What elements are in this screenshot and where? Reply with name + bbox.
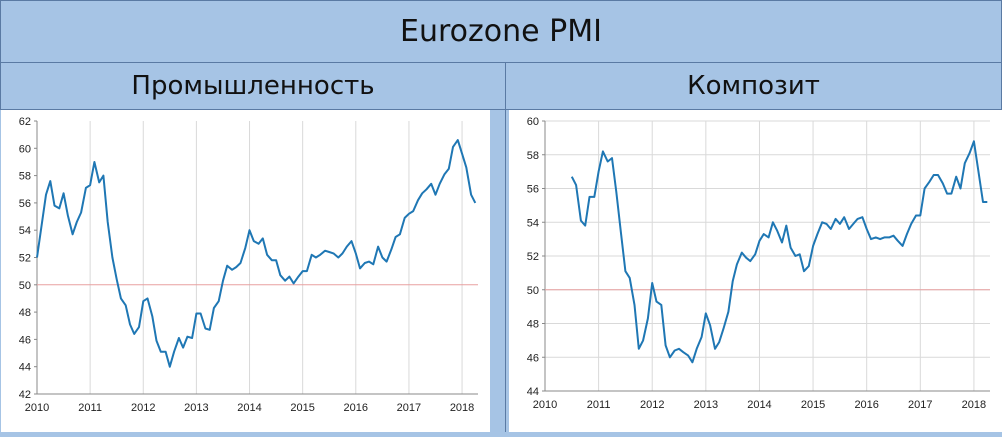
x-tick-label: 2017 [908, 399, 932, 411]
x-tick-label: 2018 [962, 399, 986, 411]
x-tick-label: 2016 [854, 399, 878, 411]
y-tick-label: 58 [19, 171, 31, 183]
x-tick-label: 2017 [397, 402, 421, 414]
x-tick-label: 2013 [184, 402, 208, 414]
y-tick-label: 48 [19, 307, 31, 319]
composite-pmi-chart: 44 46 48 50 52 54 56 58 60 2010 2011 2012 2013 2014 20… [527, 116, 990, 411]
y-tick-label: 44 [527, 386, 539, 398]
left-panel-header: Промышленность [0, 62, 506, 110]
y-tick-label: 42 [19, 389, 31, 401]
right-panel-header: Композит [505, 62, 1002, 110]
x-tick-label: 2012 [131, 402, 155, 414]
x-tick-label: 2010 [25, 402, 49, 414]
y-tick-label: 54 [19, 225, 31, 237]
series-line [36, 139, 477, 368]
y-tick-label: 50 [19, 280, 31, 292]
grid [544, 120, 990, 392]
x-tick-label: 2014 [237, 402, 261, 414]
y-tick-label: 46 [527, 352, 539, 364]
page-title: Eurozone PMI [400, 14, 602, 49]
y-tick-label: 50 [527, 285, 539, 297]
y-tick-label: 60 [527, 116, 539, 128]
y-tick-label: 62 [19, 116, 31, 128]
y-tick-label: 52 [19, 253, 31, 265]
series-line [570, 140, 988, 364]
x-tick-label: 2016 [344, 402, 368, 414]
x-tick-label: 2010 [533, 399, 557, 411]
title-bar: Eurozone PMI [0, 0, 1002, 62]
x-tick-label: 2012 [640, 399, 664, 411]
left-panel-title: Промышленность [131, 71, 375, 101]
y-tick-label: 48 [527, 319, 539, 331]
left-chart-panel: 42 44 46 48 50 52 54 56 58 60 62 2010 2011 2012 2013 20… [1, 110, 490, 432]
x-tick-label: 2014 [747, 399, 771, 411]
y-tick-label: 56 [527, 184, 539, 196]
manufacturing-pmi-chart: 42 44 46 48 50 52 54 56 58 60 62 2010 2011 2012 2013 20… [19, 116, 478, 414]
x-tick-label: 2011 [78, 402, 102, 414]
grid [36, 121, 463, 394]
x-tick-label: 2018 [450, 402, 474, 414]
x-tick-label: 2011 [587, 399, 611, 411]
right-panel-title: Композит [687, 71, 820, 101]
y-tick-label: 52 [527, 251, 539, 263]
y-tick-label: 60 [19, 143, 31, 155]
y-tick-label: 56 [19, 198, 31, 210]
x-tick-label: 2015 [801, 399, 825, 411]
panel-divider [505, 62, 506, 432]
y-tick-label: 46 [19, 334, 31, 346]
x-tick-label: 2015 [290, 402, 314, 414]
right-chart-panel: 44 46 48 50 52 54 56 58 60 2010 2011 2012 2013 2014 20… [509, 110, 1002, 432]
y-tick-label: 44 [19, 362, 31, 374]
y-tick-label: 58 [527, 150, 539, 162]
y-tick-label: 54 [527, 217, 539, 229]
x-tick-label: 2013 [694, 399, 718, 411]
